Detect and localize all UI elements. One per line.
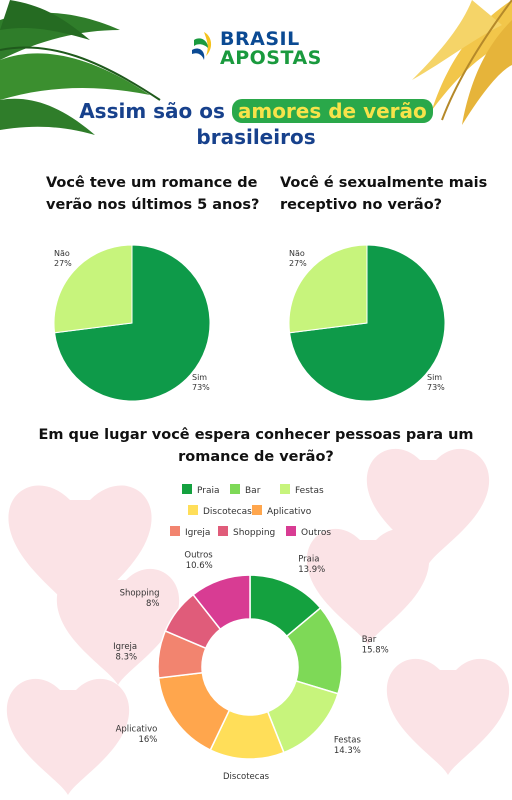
chart3-aplicativo-label: Aplicativo 16% [116,724,158,745]
chart3-outros-label: Outros 10.6% [184,550,213,571]
legend-swatch-shopping [218,526,228,536]
title-prefix: Assim são os [79,99,232,123]
title-highlight: amores de verão [231,99,433,123]
brand-logo-icon [192,32,212,60]
legend-label-aplicativo: Aplicativo [267,507,312,517]
chart1-pie: Sim 73% Não 27% [53,244,211,402]
legend-label-praia: Praia [197,486,220,496]
chart1-slice-no [53,244,133,334]
chart3-discotecas-label: Discotecas13.1% [223,772,270,780]
legend-swatch-igreja [170,526,180,536]
legend-swatch-aplicativo [252,505,262,515]
chart1-title: Você teve um romance de verão nos último… [46,175,260,213]
chart3-slice-outros [192,574,251,631]
legend-label-outros: Outros [301,528,331,538]
title-suffix: brasileiros [196,125,316,149]
legend-swatch-bar [230,484,240,494]
chart3-praia-label: Praia 13.9% [298,555,325,576]
legend-label-festas: Festas [295,486,324,496]
chart3-bar-label: Bar 15.8% [362,635,389,656]
chart3-igreja-label: Igreja 8.3% [113,642,137,663]
brand-name-line1: BRASIL [220,28,300,50]
legend-swatch-outros [286,526,296,536]
legend-label-bar: Bar [245,486,261,496]
brand-name-line2: APOSTAS [220,47,322,69]
legend-swatch-praia [182,484,192,494]
brand-logo: BRASIL APOSTAS [190,28,322,69]
chart2-sim-label: Sim 73% [427,373,445,392]
page-title: Assim são os amores de verão brasileiros [0,98,512,150]
legend-swatch-discotecas [188,505,198,515]
chart2-title: Você é sexualmente mais receptivo no ver… [280,175,488,213]
legend-label-discotecas: Discotecas [203,507,252,517]
legend-swatch-festas [280,484,290,494]
chart3-title: Em que lugar você espera conhecer pessoa… [38,427,474,465]
chart2-pie: Sim 73% Não 27% [288,244,446,402]
legend-label-shopping: Shopping [233,528,275,538]
chart2-slice-no [288,244,368,334]
legend-label-igreja: Igreja [185,528,210,538]
chart3-festas-label: Festas 14.3% [334,735,362,756]
chart3-legend: Praia Bar Festas Discotecas Aplicativo Igreja… [170,484,331,538]
chart1-sim-label: Sim 73% [192,373,210,392]
chart3-shopping-label: Shopping 8% [120,589,160,610]
chart1-nao-label: Não 27% [54,249,72,268]
chart2-nao-label: Não 27% [289,249,307,268]
